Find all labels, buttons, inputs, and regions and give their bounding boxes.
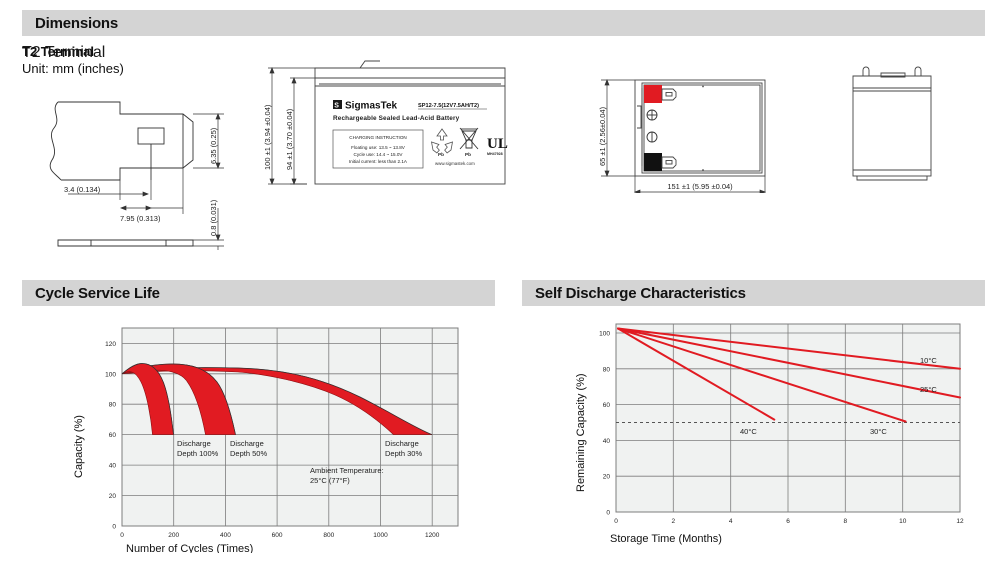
cycle-ytick-80: 80: [109, 402, 117, 409]
bin-pb-label: Pb: [465, 152, 471, 157]
cycle-ytick-20: 20: [109, 493, 117, 500]
cycle-annot-3-line2: 25°C (77°F): [310, 476, 350, 485]
cycle-xtick-200: 200: [168, 532, 179, 539]
sd-label-40c: 40°C: [740, 427, 757, 436]
waste-bin-icon: [459, 127, 479, 150]
charging-line-0: Floating use: 13.5 ~ 13.8V: [351, 145, 406, 150]
dim-battery-length: 151 ±1 (5.95 ±0.04): [667, 182, 733, 191]
terminal-unit-text: Unit: mm (inches): [22, 61, 124, 76]
sd-xtick-10: 10: [899, 518, 907, 525]
sd-xtick-0: 0: [614, 518, 618, 525]
battery-front-view: 100 ±1 (3.94 ±0.04) 94 ±1 (3.70 ±0.04) S…: [263, 60, 508, 185]
sd-ytick-40: 40: [603, 438, 611, 445]
dim-terminal-thickness: 0.8 (0.031): [209, 199, 218, 236]
battery-model: SP12-7.5(12V7.5AH/T2): [418, 103, 479, 109]
svg-text:S: S: [334, 102, 339, 109]
t2-terminal-drawing: 6.35 (0.25) 3.4 (0.134) 7.95 (0.313) 0.8…: [49, 101, 224, 250]
sd-line-10c: [617, 327, 961, 370]
cycle-ytick-120: 120: [105, 341, 116, 348]
cycle-annot-1-line1: Discharge: [230, 439, 264, 448]
sd-ytick-100: 100: [599, 331, 610, 338]
cycle-ytick-40: 40: [109, 463, 117, 470]
section-header-self-discharge: Self Discharge Characteristics: [522, 280, 985, 306]
cycle-xtick-1000: 1000: [373, 532, 388, 539]
cycle-annot-0-line1: Discharge: [177, 439, 211, 448]
sd-line-30c: [617, 327, 907, 423]
charging-line-1: Cycle use: 14.4 ~ 15.0V: [354, 152, 404, 157]
sd-xtick-12: 12: [956, 518, 964, 525]
recycle-pb-label: Pb: [438, 152, 444, 157]
charging-title: CHARGING INSTRUCTION: [349, 135, 406, 140]
cycle-ytick-60: 60: [109, 432, 117, 439]
dim-terminal-width: 7.95 (0.313): [120, 214, 161, 223]
battery-side-view: [852, 66, 932, 181]
sd-ytick-60: 60: [603, 402, 611, 409]
sd-line-40c: [617, 327, 776, 421]
sd-ytick-80: 80: [603, 366, 611, 373]
sd-label-30c: 30°C: [870, 427, 887, 436]
battery-label: S SigmasTek SP12-7.5(12V7.5AH/T2) Rechar…: [333, 100, 487, 122]
battery-brand: SigmasTek: [345, 101, 397, 112]
cycle-annot-1-line2: Depth 50%: [230, 449, 267, 458]
cycle-curve-depth-100-upper: [121, 363, 174, 435]
battery-top-view: 65 ±1 (2.56±0.04) 151 ±1 (5.95: [598, 79, 766, 193]
cycle-xlabel: Number of Cycles (Times): [126, 543, 253, 553]
cycle-xtick-400: 400: [220, 532, 231, 539]
cycle-annot-2-line1: Discharge: [385, 439, 419, 448]
cycle-xtick-1200: 1200: [425, 532, 440, 539]
terminal-heading: T2 Terminal: [22, 44, 106, 61]
cycle-annot-3-line1: Ambient Temperature:: [310, 466, 384, 475]
cycle-ylabel: Capacity (%): [73, 415, 85, 478]
sd-ytick-0: 0: [606, 510, 610, 517]
terminal-negative-pad: [644, 153, 662, 171]
chart-self-discharge: 0 20 40 60 80 100 0 2 4 6 8 10 12 10°C 2…: [575, 323, 964, 545]
battery-website: www.sigmastek.com: [435, 161, 475, 166]
dim-terminal-height: 6.35 (0.25): [209, 127, 218, 164]
sd-ytick-20: 20: [603, 474, 611, 481]
sd-xtick-6: 6: [786, 518, 790, 525]
cycle-xtick-0: 0: [120, 532, 124, 539]
ul-mark-icon: UL: [487, 136, 508, 152]
cycle-xtick-600: 600: [272, 532, 283, 539]
dim-battery-overall-height: 100 ±1 (3.94 ±0.04): [263, 104, 272, 170]
dim-battery-depth: 65 ±1 (2.56±0.04): [598, 106, 607, 166]
sd-line-25c: [617, 327, 961, 399]
sd-label-10c: 10°C: [920, 356, 937, 365]
chart-cycle-service-life: 0 20 40 60 80 100 120 0 200 400 600 800 …: [73, 327, 459, 553]
sd-xtick-8: 8: [843, 518, 847, 525]
cycle-ytick-0: 0: [112, 524, 116, 531]
sd-ylabel: Remaining Capacity (%): [575, 373, 587, 492]
svg-text:UL: UL: [487, 136, 508, 152]
section-title-dimensions: Dimensions: [35, 14, 119, 32]
polarity-plus-icon: [646, 109, 658, 121]
terminal-positive-pad: [644, 85, 662, 103]
charging-line-2: Initial current: less than 2.1A: [349, 159, 408, 164]
recycle-icon: [430, 128, 454, 154]
cycle-ytick-100: 100: [105, 371, 116, 378]
battery-subtitle: Rechargeable Sealed Lead-Acid Battery: [333, 115, 460, 122]
sd-xtick-2: 2: [671, 518, 675, 525]
dim-battery-container-height: 94 ±1 (3.70 ±0.04): [285, 108, 294, 170]
sd-label-25c: 25°C: [920, 385, 937, 394]
cycle-annot-2-line2: Depth 30%: [385, 449, 422, 458]
cycle-xtick-800: 800: [323, 532, 334, 539]
section-header-dimensions: Dimensions: [22, 10, 985, 36]
section-title-cycle-service-life: Cycle Service Life: [35, 284, 160, 302]
sd-xlabel: Storage Time (Months): [610, 533, 722, 545]
terminal-heading-text: T2 Terminal: [22, 44, 95, 59]
dim-terminal-offset: 3.4 (0.134): [64, 185, 101, 194]
section-header-cycle-service-life: Cycle Service Life: [22, 280, 495, 306]
sd-xtick-4: 4: [729, 518, 733, 525]
polarity-minus-icon: [646, 131, 658, 143]
ul-file-label: MH47928: [487, 152, 503, 156]
section-title-self-discharge: Self Discharge Characteristics: [535, 284, 746, 302]
charging-instruction-box: CHARGING INSTRUCTION Floating use: 13.5 …: [332, 129, 424, 169]
cycle-annot-0-line2: Depth 100%: [177, 449, 219, 458]
